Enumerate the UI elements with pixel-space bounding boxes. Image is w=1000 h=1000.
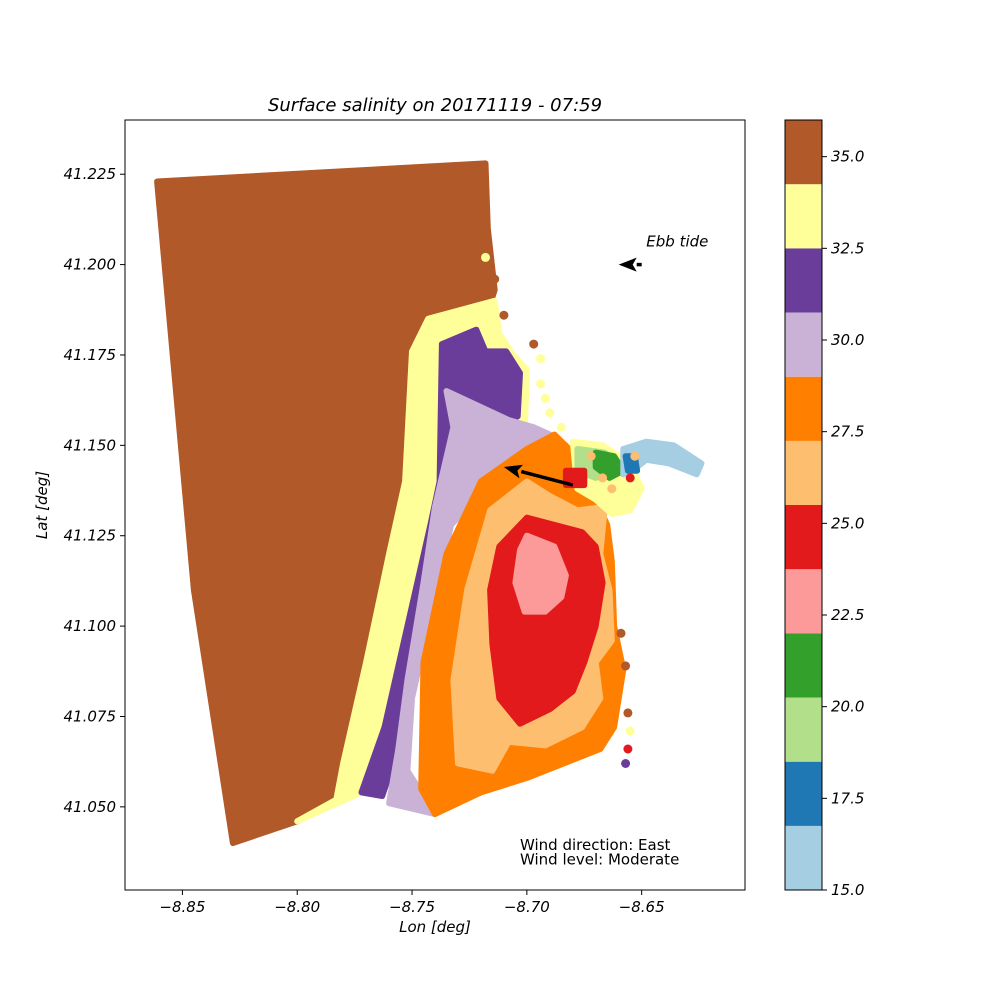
y-tick-label: 41.125 [64, 527, 117, 545]
colorbar-band-11 [785, 120, 822, 185]
y-tick-label: 41.050 [64, 798, 117, 816]
colorbar-band-5 [785, 505, 822, 570]
colorbar: 15.0 17.5 20.0 22.5 25.0 27.5 30.0 32.5 35.0 [784, 119, 864, 899]
salinity-scatter-points [481, 252, 640, 768]
x-tick-label: −8.80 [274, 898, 320, 916]
x-tick-label: −8.65 [619, 898, 665, 916]
salinity-point-14 [616, 628, 626, 638]
y-tick-label: 41.100 [64, 617, 117, 635]
wind-arrow-shaft [520, 469, 574, 487]
colorbar-tick-label: 25.0 [831, 514, 864, 532]
wind-level-label: Wind level: Moderate [520, 851, 679, 869]
salinity-point-9 [586, 451, 596, 461]
salinity-point-11 [607, 484, 617, 494]
colorbar-tick-label: 15.0 [831, 881, 864, 899]
colorbar-band-2 [785, 697, 822, 762]
colorbar-ticks: 15.0 17.5 20.0 22.5 25.0 27.5 30.0 32.5 35.0 [822, 148, 864, 899]
colorbar-tick-label: 27.5 [831, 423, 864, 441]
colorbar-band-4 [785, 569, 822, 634]
wind-arrow-head [503, 464, 524, 479]
colorbar-band-10 [785, 184, 822, 249]
colorbar-frame [784, 119, 823, 891]
salinity-point-10 [598, 473, 608, 483]
colorbar-tick-label: 22.5 [831, 606, 864, 624]
y-tick-label: 41.175 [64, 346, 117, 364]
y-tick-label: 41.200 [64, 256, 117, 274]
x-tick-label: −8.85 [159, 898, 205, 916]
salinity-point-0 [481, 252, 490, 262]
y-tick-label: 41.225 [64, 165, 117, 183]
y-tick-label: 41.075 [64, 707, 117, 725]
salinity-point-6 [540, 393, 550, 403]
salinity-point-15 [621, 661, 631, 671]
x-axis-label: Lon [deg] [399, 918, 471, 936]
salinity-point-5 [536, 379, 546, 389]
wind-direction-label: Wind direction: East [520, 836, 671, 854]
salinity-point-19 [621, 759, 631, 768]
colorbar-tick-label: 32.5 [831, 239, 864, 257]
salinity-point-4 [536, 354, 546, 364]
colorbar-tick-label: 20.0 [831, 698, 864, 716]
ebb-tide-label: Ebb tide [646, 233, 708, 251]
salinity-point-8 [556, 422, 566, 432]
salinity-point-1 [490, 274, 500, 284]
colorbar-tick-label: 35.0 [831, 148, 864, 166]
plot-frame [124, 119, 746, 891]
y-axis-ticks: 41.050 41.075 41.100 41.125 41.150 41.175 41.2… [64, 165, 125, 816]
colorbar-band-6 [785, 440, 822, 505]
ebb-tide-arrow-head [618, 257, 637, 272]
chart-title: Surface salinity on 20171119 - 07:59 [268, 95, 602, 116]
y-axis-label: Lat [deg] [33, 471, 51, 539]
colorbar-bands [785, 120, 822, 890]
colorbar-tick-label: 17.5 [831, 789, 864, 807]
salinity-point-12 [630, 451, 640, 461]
region-estuary-24.5 [562, 467, 588, 489]
x-tick-label: −8.70 [504, 898, 550, 916]
salinity-point-16 [623, 708, 633, 718]
colorbar-band-1 [785, 761, 822, 826]
colorbar-band-3 [785, 633, 822, 698]
colorbar-band-0 [785, 825, 822, 890]
salinity-point-2 [499, 310, 509, 320]
salinity-point-3 [529, 339, 539, 349]
x-axis-ticks: −8.85 −8.80 −8.75 −8.70 −8.65 [159, 890, 665, 916]
colorbar-band-9 [785, 248, 822, 313]
region-estuary-21 [592, 449, 627, 481]
salinity-field [154, 160, 705, 846]
colorbar-band-7 [785, 376, 822, 441]
colorbar-band-8 [785, 312, 822, 377]
x-tick-label: −8.75 [389, 898, 435, 916]
arrows [503, 257, 642, 487]
colorbar-tick-label: 30.0 [831, 331, 864, 349]
salinity-point-13 [625, 473, 635, 483]
y-tick-label: 41.150 [64, 436, 117, 454]
salinity-point-18 [623, 744, 633, 754]
salinity-point-17 [625, 726, 635, 736]
salinity-point-7 [545, 408, 555, 418]
region-core-23 [512, 532, 569, 615]
